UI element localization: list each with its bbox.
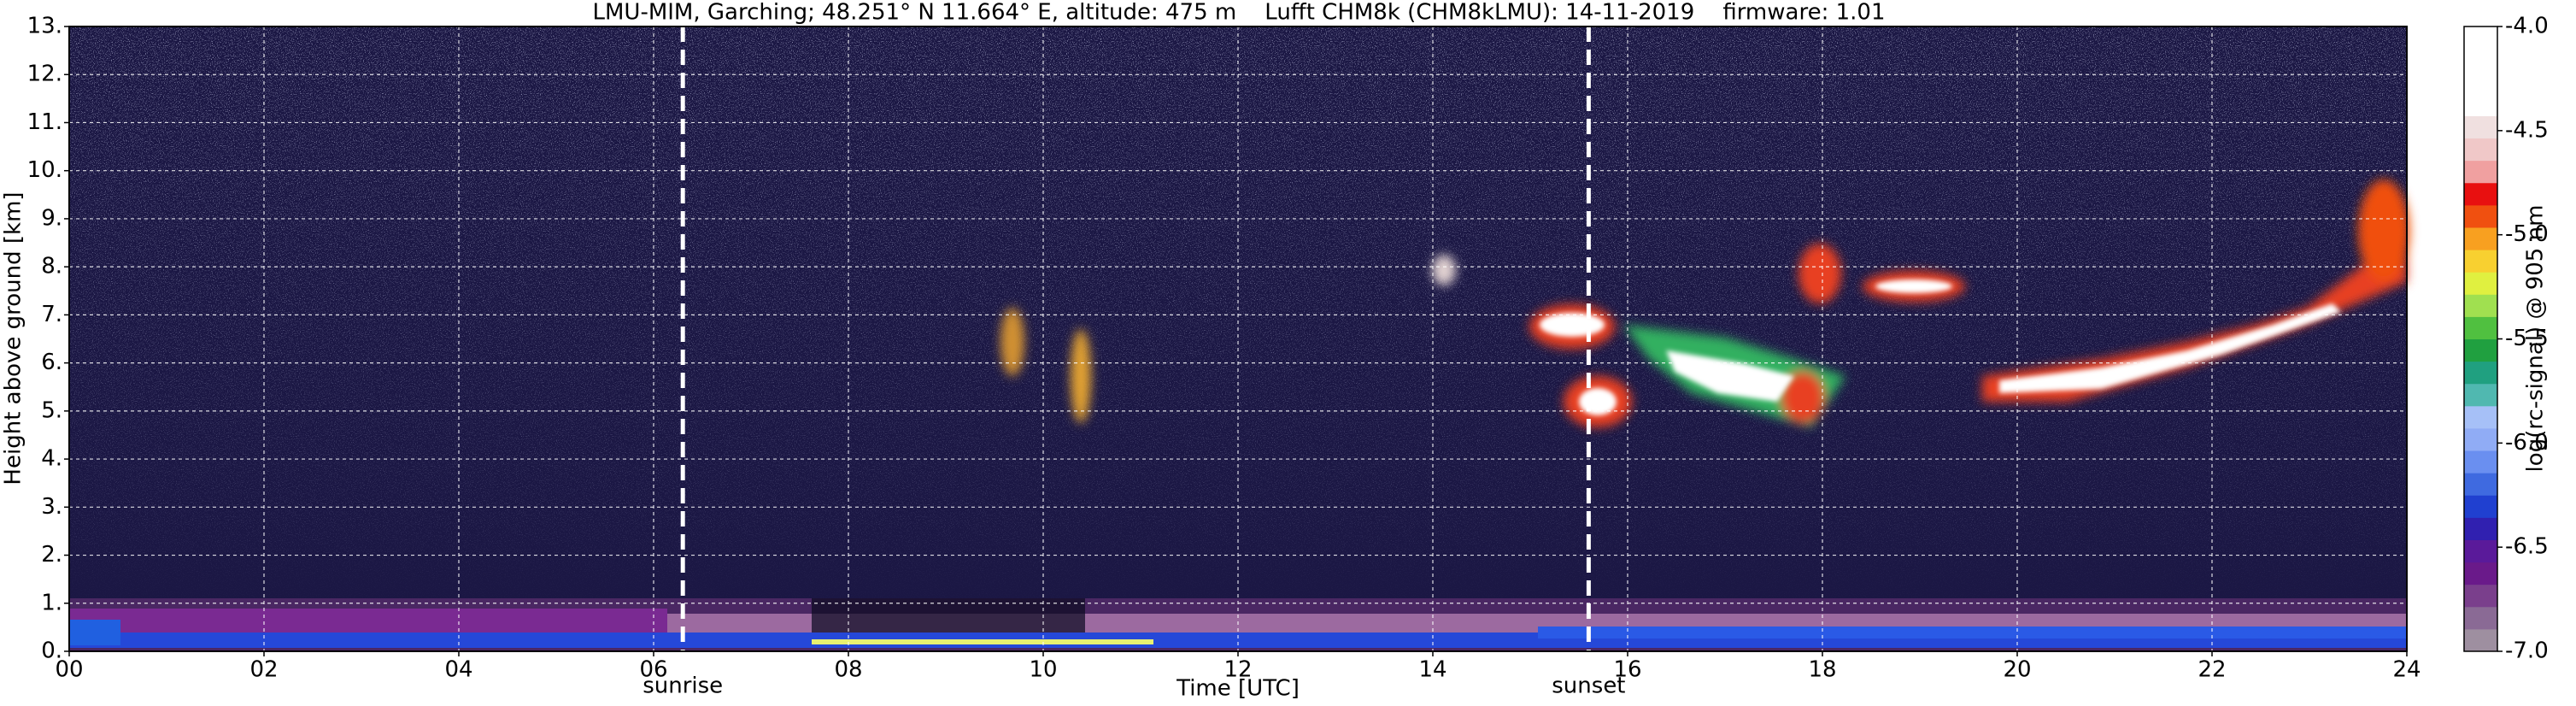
colorbar-band: [2464, 138, 2497, 162]
colorbar-band: [2464, 272, 2497, 295]
colorbar-band: [2464, 227, 2497, 250]
y-tick-label: 5.: [41, 397, 62, 423]
colorbar-band: [2464, 250, 2497, 273]
x-tick-label: 12: [1223, 657, 1252, 683]
chart-title: LMU-MIM, Garching; 48.251° N 11.664° E, …: [593, 0, 1886, 26]
colorbar-band: [2464, 495, 2497, 518]
y-tick-label: 4.: [41, 446, 62, 472]
colorbar-band: [2464, 294, 2497, 317]
x-tick-label: 18: [1808, 657, 1836, 683]
colorbar-band: [2464, 584, 2497, 608]
colorbar-band: [2464, 182, 2497, 206]
y-axis-label: Height above ground [km]: [1, 191, 26, 485]
colorbar-band: [2464, 383, 2497, 407]
colorbar-tick-label: -5.5: [2505, 326, 2549, 351]
y-tick-label: 1.: [41, 590, 62, 615]
colorbar-band: [2464, 405, 2497, 429]
colorbar-band: [2464, 160, 2497, 184]
y-tick-label: 9.: [41, 205, 62, 231]
x-tick-label: 08: [834, 657, 862, 683]
x-tick-label: 24: [2392, 657, 2421, 683]
y-tick-label: 2.: [41, 542, 62, 568]
colorbar-band: [2464, 361, 2497, 385]
colorbar-tick-label: -6.0: [2505, 430, 2549, 456]
x-axis-label: Time [UTC]: [1176, 676, 1300, 702]
x-tick-label: 00: [55, 657, 83, 683]
colorbar-band: [2464, 450, 2497, 474]
colorbar-band: [2464, 26, 2497, 50]
y-tick-label: 7.: [41, 302, 62, 327]
colorbar-tick-label: -4.5: [2505, 117, 2549, 143]
colorbar-tick-label: -5.0: [2505, 221, 2549, 247]
colorbar-label: log(rc-signal) @ 905 nm: [2523, 205, 2549, 473]
x-tick-label: 16: [1613, 657, 1641, 683]
x-tick-label: 02: [249, 657, 278, 683]
colorbar-band: [2464, 562, 2497, 585]
colorbar-band: [2464, 71, 2497, 94]
colorbar-band: [2464, 316, 2497, 339]
colorbar-tick-label: -6.5: [2505, 534, 2549, 560]
x-tick-label: 10: [1029, 657, 1057, 683]
y-tick-label: 6.: [41, 350, 62, 375]
x-tick-label: 06: [639, 657, 667, 683]
x-tick-label: 14: [1418, 657, 1446, 683]
colorbar-band: [2464, 606, 2497, 630]
colorbar-tick-label: -7.0: [2505, 638, 2549, 664]
colorbar-band: [2464, 93, 2497, 116]
y-tick-label: 10.: [27, 157, 62, 183]
colorbar-band: [2464, 204, 2497, 228]
annotation-label: sunset: [1552, 674, 1625, 699]
y-tick-label: 11.: [27, 109, 62, 135]
annotation-label: sunrise: [643, 674, 723, 699]
x-tick-label: 04: [444, 657, 472, 683]
backscatter-image: [69, 26, 2409, 651]
y-tick-label: 13.: [27, 14, 62, 39]
colorbar-tick-label: -4.0: [2505, 14, 2549, 39]
colorbar-band: [2464, 115, 2497, 139]
colorbar-band: [2464, 427, 2497, 451]
colorbar-band: [2464, 539, 2497, 563]
colorbar-band: [2464, 517, 2497, 540]
colorbar-band: [2464, 628, 2497, 652]
y-tick-label: 0.: [41, 638, 62, 664]
y-tick-label: 8.: [41, 254, 62, 279]
colorbar-band: [2464, 338, 2497, 362]
colorbar-band: [2464, 49, 2497, 72]
x-tick-label: 20: [2003, 657, 2031, 683]
y-tick-label: 12.: [27, 62, 62, 87]
x-tick-label: 22: [2198, 657, 2226, 683]
colorbar-band: [2464, 473, 2497, 496]
y-tick-label: 3.: [41, 494, 62, 520]
